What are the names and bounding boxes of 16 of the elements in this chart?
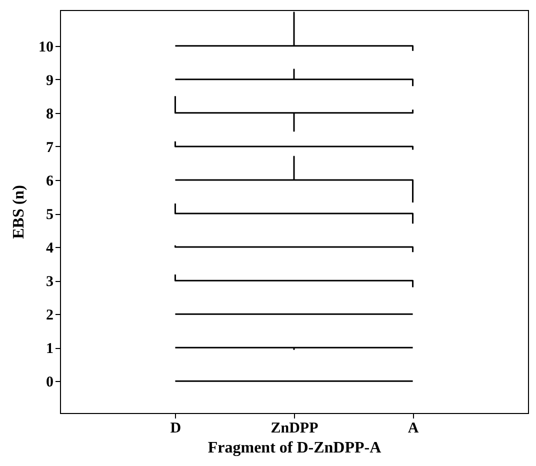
y-tick-label: 9 [46,72,54,89]
y-tick-label: 7 [46,140,54,156]
y-tick-label: 2 [46,308,54,324]
y-tick-label: 10 [38,39,54,56]
x-axis-title: Fragment of D-ZnDPP-A [208,440,382,456]
y-tick-label: 8 [46,106,54,122]
x-tick-label: A [408,420,419,436]
y-tick-label: 6 [46,173,54,190]
y-tick-label: 1 [46,341,54,358]
y-tick-label: 0 [46,374,54,391]
y-tick-label: 3 [46,274,54,290]
y-tick-label: 4 [46,240,54,257]
x-tick-label: ZnDPP [270,420,318,436]
x-tick-label: D [170,420,182,436]
y-tick-label: 5 [46,207,54,224]
y-axis-title: EBS (n) [10,185,28,239]
